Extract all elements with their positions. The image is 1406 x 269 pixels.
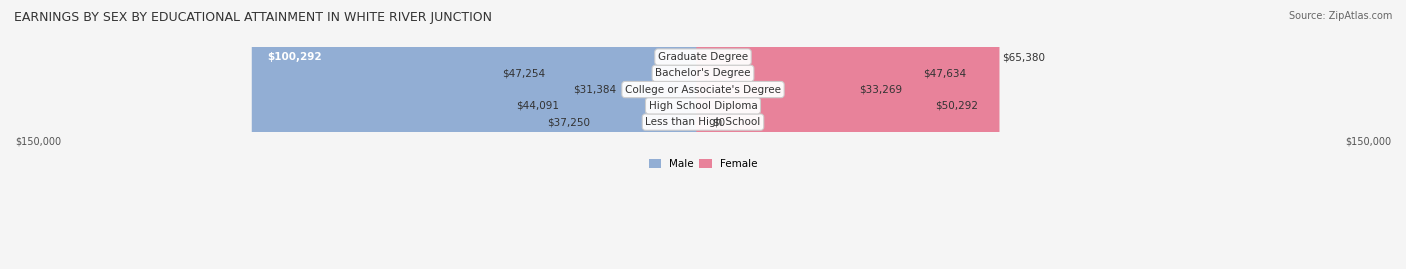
Legend: Male, Female: Male, Female	[644, 155, 762, 173]
Text: $33,269: $33,269	[859, 84, 903, 95]
Text: $0: $0	[711, 117, 725, 127]
Text: Graduate Degree: Graduate Degree	[658, 52, 748, 62]
FancyBboxPatch shape	[486, 0, 710, 269]
FancyBboxPatch shape	[531, 0, 710, 269]
Text: EARNINGS BY SEX BY EDUCATIONAL ATTAINMENT IN WHITE RIVER JUNCTION: EARNINGS BY SEX BY EDUCATIONAL ATTAINMEN…	[14, 11, 492, 24]
Text: Source: ZipAtlas.com: Source: ZipAtlas.com	[1288, 11, 1392, 21]
Text: $50,292: $50,292	[935, 101, 977, 111]
FancyBboxPatch shape	[501, 0, 710, 269]
Text: $100,292: $100,292	[267, 52, 322, 62]
Text: $47,254: $47,254	[502, 68, 546, 78]
Text: College or Associate's Degree: College or Associate's Degree	[626, 84, 780, 95]
Text: $31,384: $31,384	[572, 84, 616, 95]
FancyBboxPatch shape	[696, 0, 858, 269]
Text: $37,250: $37,250	[547, 117, 589, 127]
FancyBboxPatch shape	[557, 0, 710, 269]
Text: High School Diploma: High School Diploma	[648, 101, 758, 111]
FancyBboxPatch shape	[696, 0, 921, 269]
Text: Less than High School: Less than High School	[645, 117, 761, 127]
Text: Bachelor's Degree: Bachelor's Degree	[655, 68, 751, 78]
FancyBboxPatch shape	[696, 0, 932, 269]
Text: $47,634: $47,634	[922, 68, 966, 78]
FancyBboxPatch shape	[696, 0, 1000, 269]
FancyBboxPatch shape	[252, 0, 710, 269]
Text: $65,380: $65,380	[1001, 52, 1045, 62]
Text: $44,091: $44,091	[516, 101, 560, 111]
